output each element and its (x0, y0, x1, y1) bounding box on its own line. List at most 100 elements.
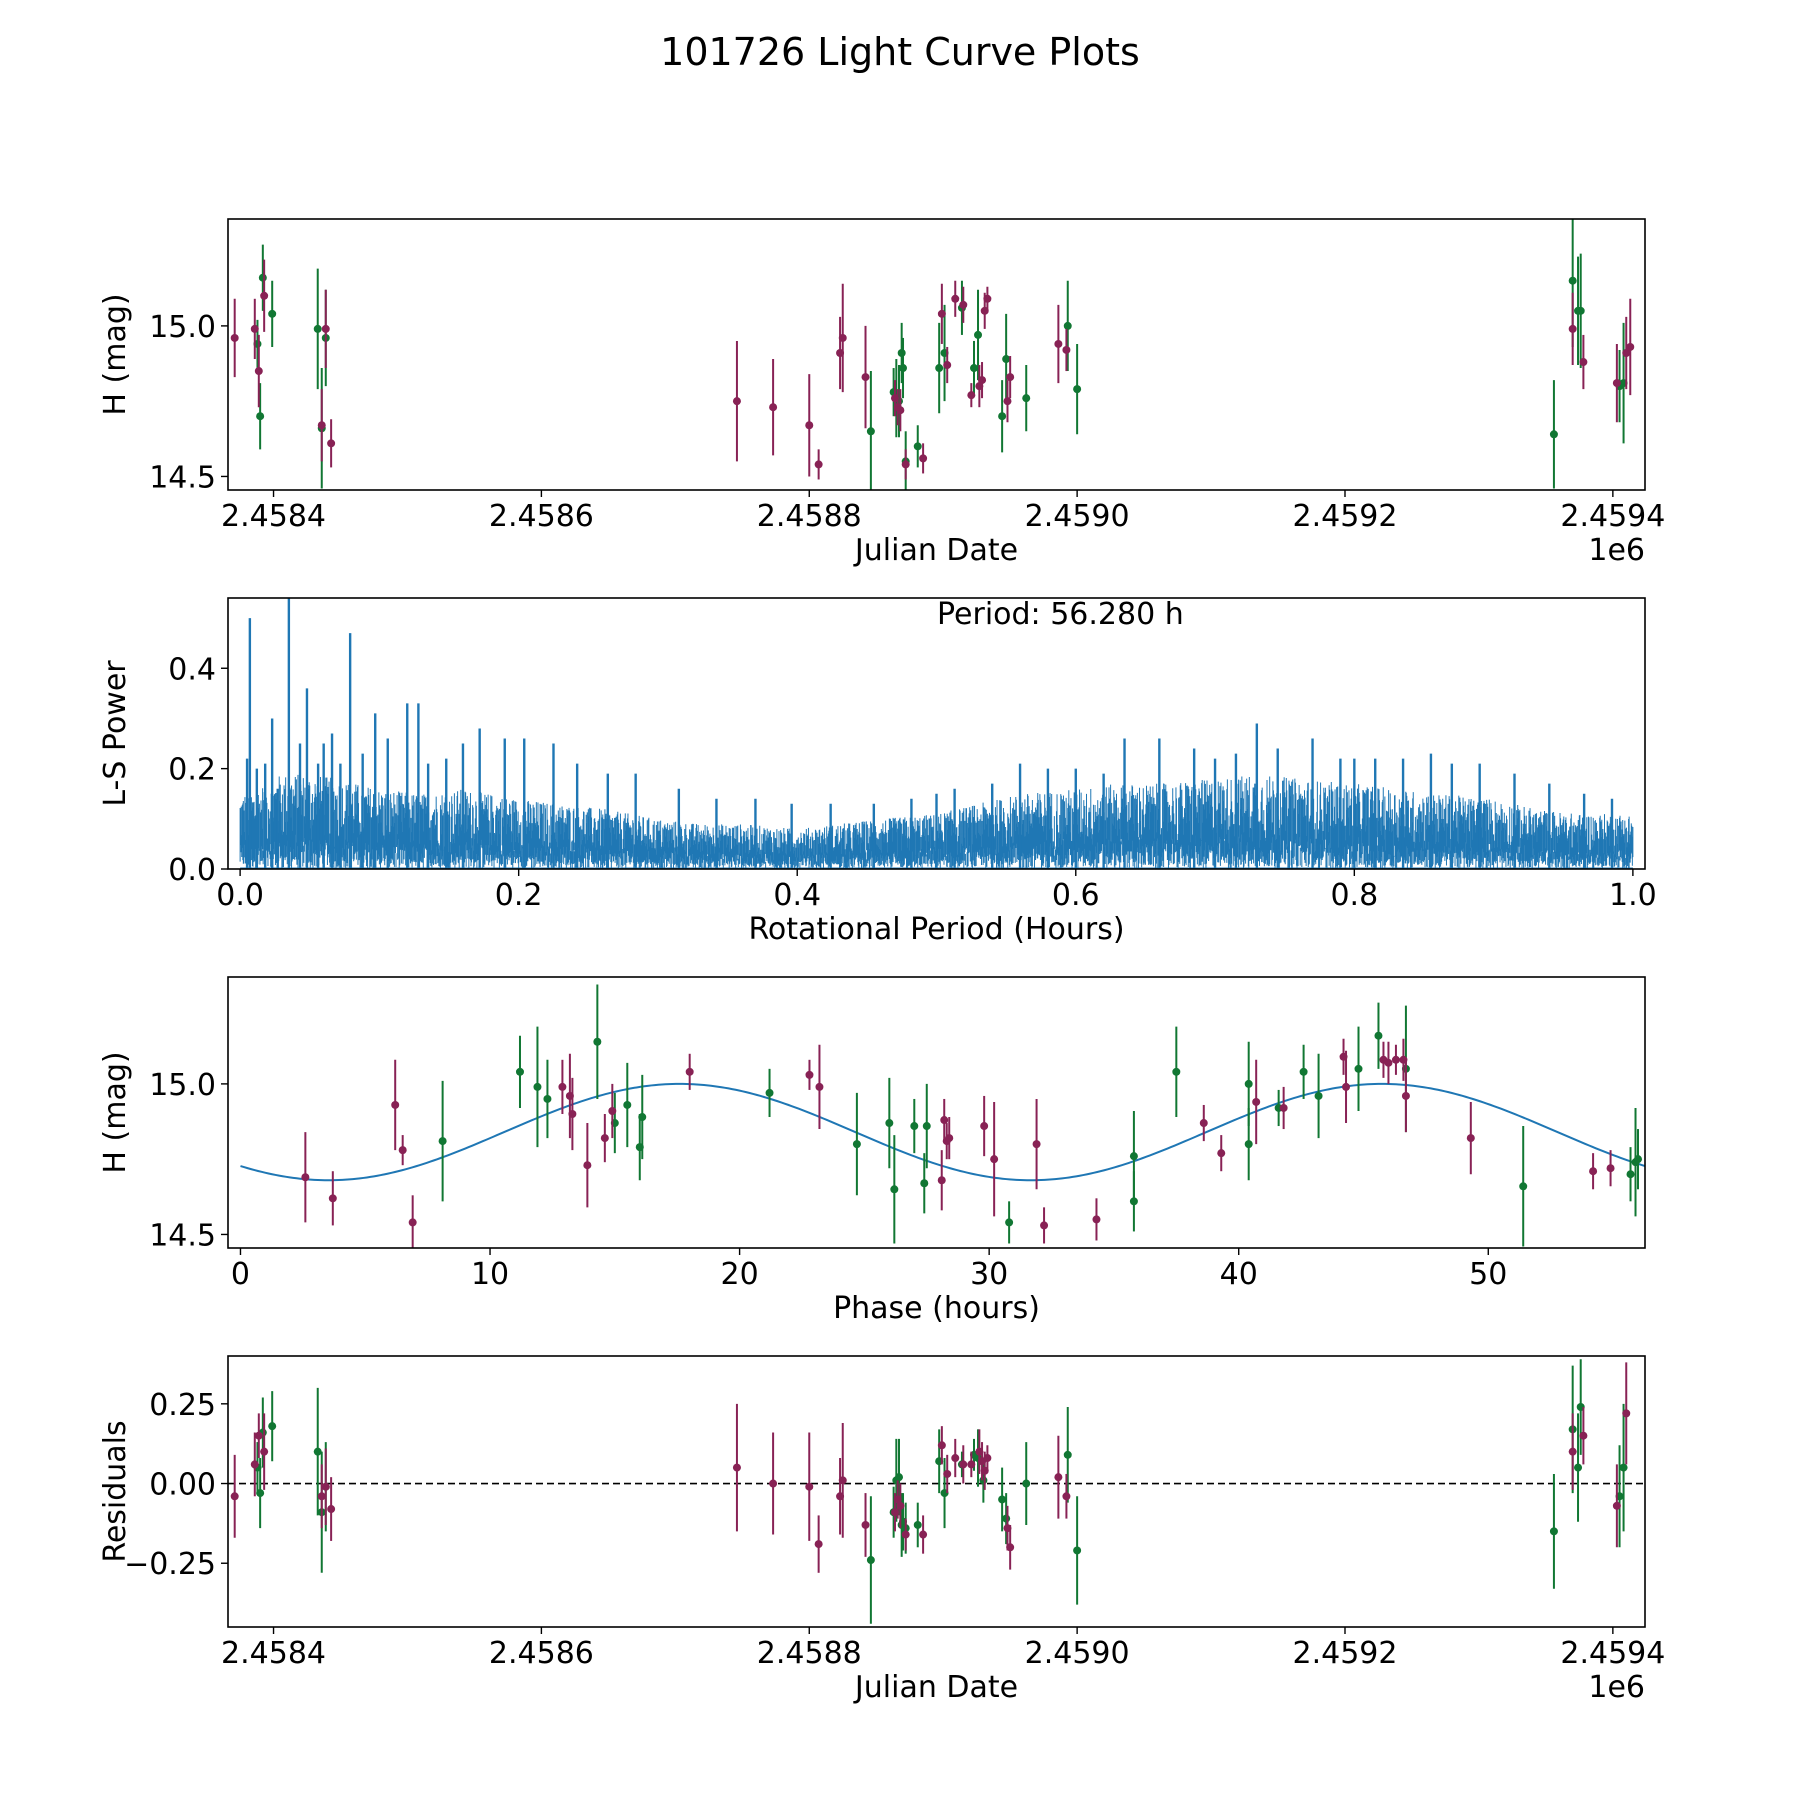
green-point (866, 1556, 875, 1565)
maroon-point (1384, 1058, 1393, 1067)
x-tick-label: 2.4590 (1025, 1636, 1130, 1671)
maroon-point (951, 294, 960, 303)
green-point (1063, 1450, 1072, 1459)
maroon-point (967, 391, 976, 400)
green-point (1574, 1463, 1583, 1472)
green-point (313, 1447, 322, 1456)
x-tick-label: 50 (1469, 1257, 1507, 1292)
maroon-point (805, 1482, 814, 1491)
maroon-point (732, 1463, 741, 1472)
maroon-point (327, 1505, 336, 1514)
x-tick-label: 2.4590 (1025, 499, 1130, 534)
green-point (998, 1495, 1007, 1504)
y-tick-label: 0.00 (149, 1468, 216, 1503)
maroon-point (937, 309, 946, 318)
phase-folded-panel: 0 10 20 30 40 50 14.5 15.0 Phase (hours) H (mag) (98, 976, 1646, 1326)
maroon-point (1092, 1215, 1101, 1224)
maroon-point (967, 1460, 976, 1469)
y-axis-label: L-S Power (98, 660, 133, 807)
maroon-point (1579, 358, 1588, 367)
x-tick-label: 2.4594 (1560, 1636, 1665, 1671)
maroon-point (583, 1161, 592, 1170)
y-tick-label: 15.0 (149, 1068, 216, 1103)
x-axis-label: Julian Date (853, 533, 1018, 568)
maroon-point (980, 1122, 989, 1131)
maroon-point (408, 1218, 417, 1227)
x-tick-label: 1.0 (1609, 878, 1657, 913)
green-point (920, 1179, 929, 1188)
x-tick-label: 0.2 (495, 878, 543, 913)
x-tick-label: 2.4588 (757, 1636, 862, 1671)
green-point (1519, 1182, 1528, 1191)
maroon-point (1054, 339, 1063, 348)
green-point (1374, 1031, 1383, 1040)
green-point (913, 442, 922, 451)
maroon-point (901, 460, 910, 469)
maroon-point (937, 1441, 946, 1450)
y-tick-label: 0.2 (168, 753, 216, 788)
green-point (1172, 1067, 1181, 1076)
green-point (1299, 1067, 1308, 1076)
green-point (638, 1113, 647, 1122)
x-tick-label: 0.0 (216, 878, 264, 913)
x-tick-label: 20 (721, 1257, 759, 1292)
maroon-point (940, 1116, 949, 1125)
green-point (515, 1067, 524, 1076)
maroon-point (978, 376, 987, 385)
x-tick-label: 30 (970, 1257, 1008, 1292)
maroon-point (732, 397, 741, 406)
figure-title: 101726 Light Curve Plots (660, 30, 1140, 74)
green-point (1022, 1479, 1031, 1488)
maroon-point (250, 1460, 259, 1469)
maroon-point (1199, 1119, 1208, 1128)
maroon-point (1062, 1492, 1071, 1501)
green-point (1549, 1527, 1558, 1536)
maroon-point (250, 324, 259, 333)
maroon-point (568, 1110, 577, 1119)
maroon-point (327, 439, 336, 448)
green-point (1022, 394, 1031, 403)
maroon-point (769, 403, 778, 412)
maroon-point (919, 1530, 928, 1539)
maroon-point (990, 1155, 999, 1164)
maroon-point (814, 460, 823, 469)
maroon-point (943, 361, 952, 370)
x-tick-label: 2.4584 (221, 499, 326, 534)
green-point (1634, 1155, 1643, 1164)
green-point (533, 1082, 542, 1091)
maroon-point (1217, 1149, 1226, 1158)
y-tick-label: 0.4 (168, 652, 216, 687)
maroon-point (861, 1520, 870, 1529)
plot-frame (227, 597, 1646, 870)
green-point (1063, 321, 1072, 330)
maroon-point (769, 1479, 778, 1488)
green-point (313, 324, 322, 333)
data-points (230, 1359, 1631, 1624)
maroon-point (1622, 348, 1631, 357)
green-point (1005, 1218, 1014, 1227)
maroon-point (301, 1173, 310, 1182)
maroon-point (1006, 373, 1015, 382)
maroon-point (983, 1454, 992, 1463)
maroon-point (861, 373, 870, 382)
light-curve-panel: 2.4584 2.4586 2.4588 2.4590 2.4592 2.4594 14.5… (98, 218, 1665, 568)
green-point (1073, 385, 1082, 394)
maroon-point (836, 348, 845, 357)
green-point (1073, 1546, 1082, 1555)
green-point (998, 412, 1007, 421)
green-point (256, 412, 265, 421)
maroon-point (901, 1530, 910, 1539)
maroon-point (391, 1100, 400, 1109)
maroon-point (1032, 1140, 1041, 1149)
x-tick-label: 0.4 (773, 878, 821, 913)
x-tick-label: 2.4592 (1293, 1636, 1398, 1671)
green-point (543, 1094, 552, 1103)
maroon-point (959, 300, 968, 309)
y-tick-label: 15.0 (149, 310, 216, 345)
maroon-point (896, 1501, 905, 1510)
green-point (1619, 1463, 1628, 1472)
y-axis-label: Residuals (98, 1420, 133, 1562)
green-point (1354, 1064, 1363, 1073)
maroon-point (1589, 1167, 1598, 1176)
